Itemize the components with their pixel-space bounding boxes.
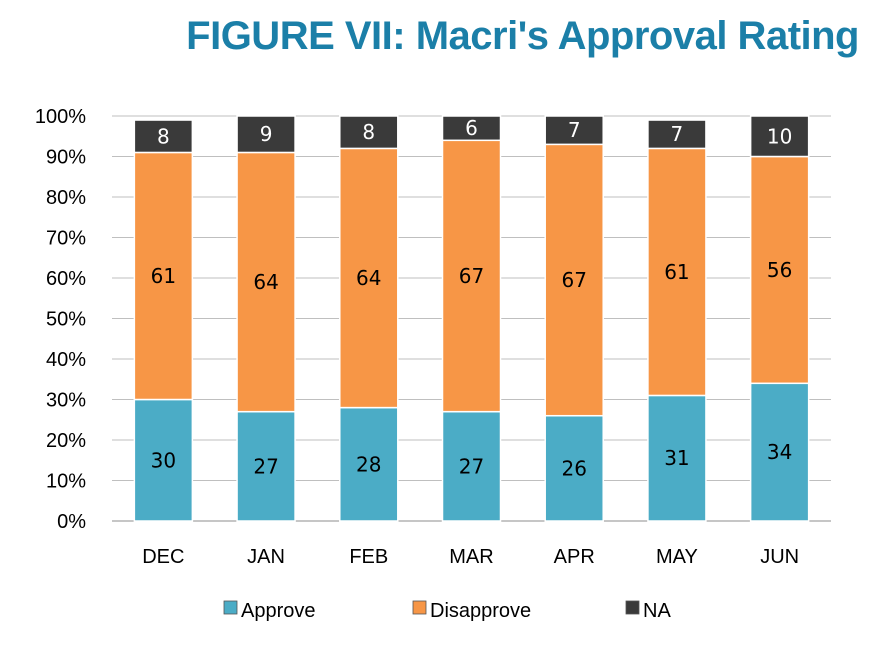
y-tick-label: 90% <box>46 147 86 169</box>
data-label-disapprove-mar: 67 <box>459 264 484 288</box>
data-label-na-jun: 10 <box>767 124 792 148</box>
data-label-na-may: 7 <box>671 122 684 146</box>
legend-label-approve: Approve <box>241 600 316 622</box>
data-label-approve-feb: 28 <box>356 452 381 476</box>
data-label-na-mar: 6 <box>465 116 478 140</box>
y-tick-label: 70% <box>46 228 86 250</box>
x-category-label: JUN <box>760 546 799 568</box>
bar-disapprove-jan <box>236 151 296 413</box>
chart-title: FIGURE VII: Macri's Approval Rating <box>186 14 859 58</box>
data-labels: 30 61 8 27 64 9 28 64 8 27 67 6 26 67 7 31 61 7 34 56 10 <box>151 116 793 480</box>
legend-label-na: NA <box>643 600 671 622</box>
bar-na-may <box>647 119 707 150</box>
bar-na-feb <box>339 115 399 150</box>
bar-approve-apr <box>544 414 604 522</box>
bar-approve-jan <box>236 410 296 522</box>
bar-approve-may <box>647 394 707 522</box>
legend-swatch-approve <box>223 600 238 615</box>
data-label-disapprove-jun: 56 <box>767 258 792 282</box>
y-tick-label: 60% <box>46 268 86 290</box>
data-label-approve-mar: 27 <box>459 454 484 478</box>
y-tick-label: 80% <box>46 187 86 209</box>
data-label-disapprove-may: 61 <box>664 260 689 284</box>
x-category-label: APR <box>554 546 595 568</box>
legend-swatch-disapprove <box>412 600 427 615</box>
data-label-disapprove-apr: 67 <box>561 268 586 292</box>
bars <box>133 115 810 522</box>
bar-approve-dec <box>133 398 194 522</box>
data-label-approve-jan: 27 <box>253 454 278 478</box>
y-tick-label: 50% <box>46 309 86 331</box>
bar-na-dec <box>133 119 194 154</box>
data-label-na-dec: 8 <box>157 124 170 148</box>
x-axis-category-labels: DEC JAN FEB MAR APR MAY JUN <box>142 546 799 568</box>
y-tick-label: 30% <box>46 390 86 412</box>
data-label-disapprove-feb: 64 <box>356 266 381 290</box>
bar-disapprove-dec <box>133 151 194 401</box>
y-tick-label: 10% <box>46 471 86 493</box>
y-axis-tick-labels: 0% 10% 20% 30% 40% 50% 60% 70% 80% 90% 100% <box>35 106 86 533</box>
data-label-na-jan: 9 <box>260 122 273 146</box>
legend: Approve Disapprove NA <box>223 600 671 622</box>
bar-disapprove-feb <box>339 147 399 409</box>
y-tick-label: 20% <box>46 430 86 452</box>
x-category-label: MAY <box>656 546 698 568</box>
data-label-na-apr: 7 <box>568 118 581 142</box>
bar-na-apr <box>544 115 604 146</box>
data-label-approve-apr: 26 <box>561 456 586 480</box>
y-tick-label: 40% <box>46 349 86 371</box>
x-category-label: DEC <box>142 546 184 568</box>
data-label-approve-jun: 34 <box>767 440 792 464</box>
bar-na-jun <box>749 115 810 158</box>
bar-approve-mar <box>441 410 502 522</box>
bar-na-mar <box>441 115 502 142</box>
data-label-na-feb: 8 <box>362 120 375 144</box>
bar-disapprove-apr <box>544 143 604 417</box>
bar-disapprove-mar <box>441 139 502 413</box>
y-tick-label: 0% <box>57 511 86 533</box>
data-label-disapprove-jan: 64 <box>253 270 278 294</box>
data-label-approve-may: 31 <box>664 446 689 470</box>
x-category-label: MAR <box>449 546 493 568</box>
bar-disapprove-may <box>647 147 707 397</box>
data-label-approve-dec: 30 <box>151 448 176 472</box>
bar-approve-feb <box>339 406 399 522</box>
legend-label-disapprove: Disapprove <box>430 600 531 622</box>
x-category-label: JAN <box>247 546 285 568</box>
x-category-label: FEB <box>349 546 388 568</box>
data-label-disapprove-dec: 61 <box>151 264 176 288</box>
bar-na-jan <box>236 115 296 154</box>
y-tick-label: 100% <box>35 106 86 128</box>
legend-swatch-na <box>625 600 640 615</box>
bar-disapprove-jun <box>749 155 810 385</box>
bar-approve-jun <box>749 382 810 522</box>
